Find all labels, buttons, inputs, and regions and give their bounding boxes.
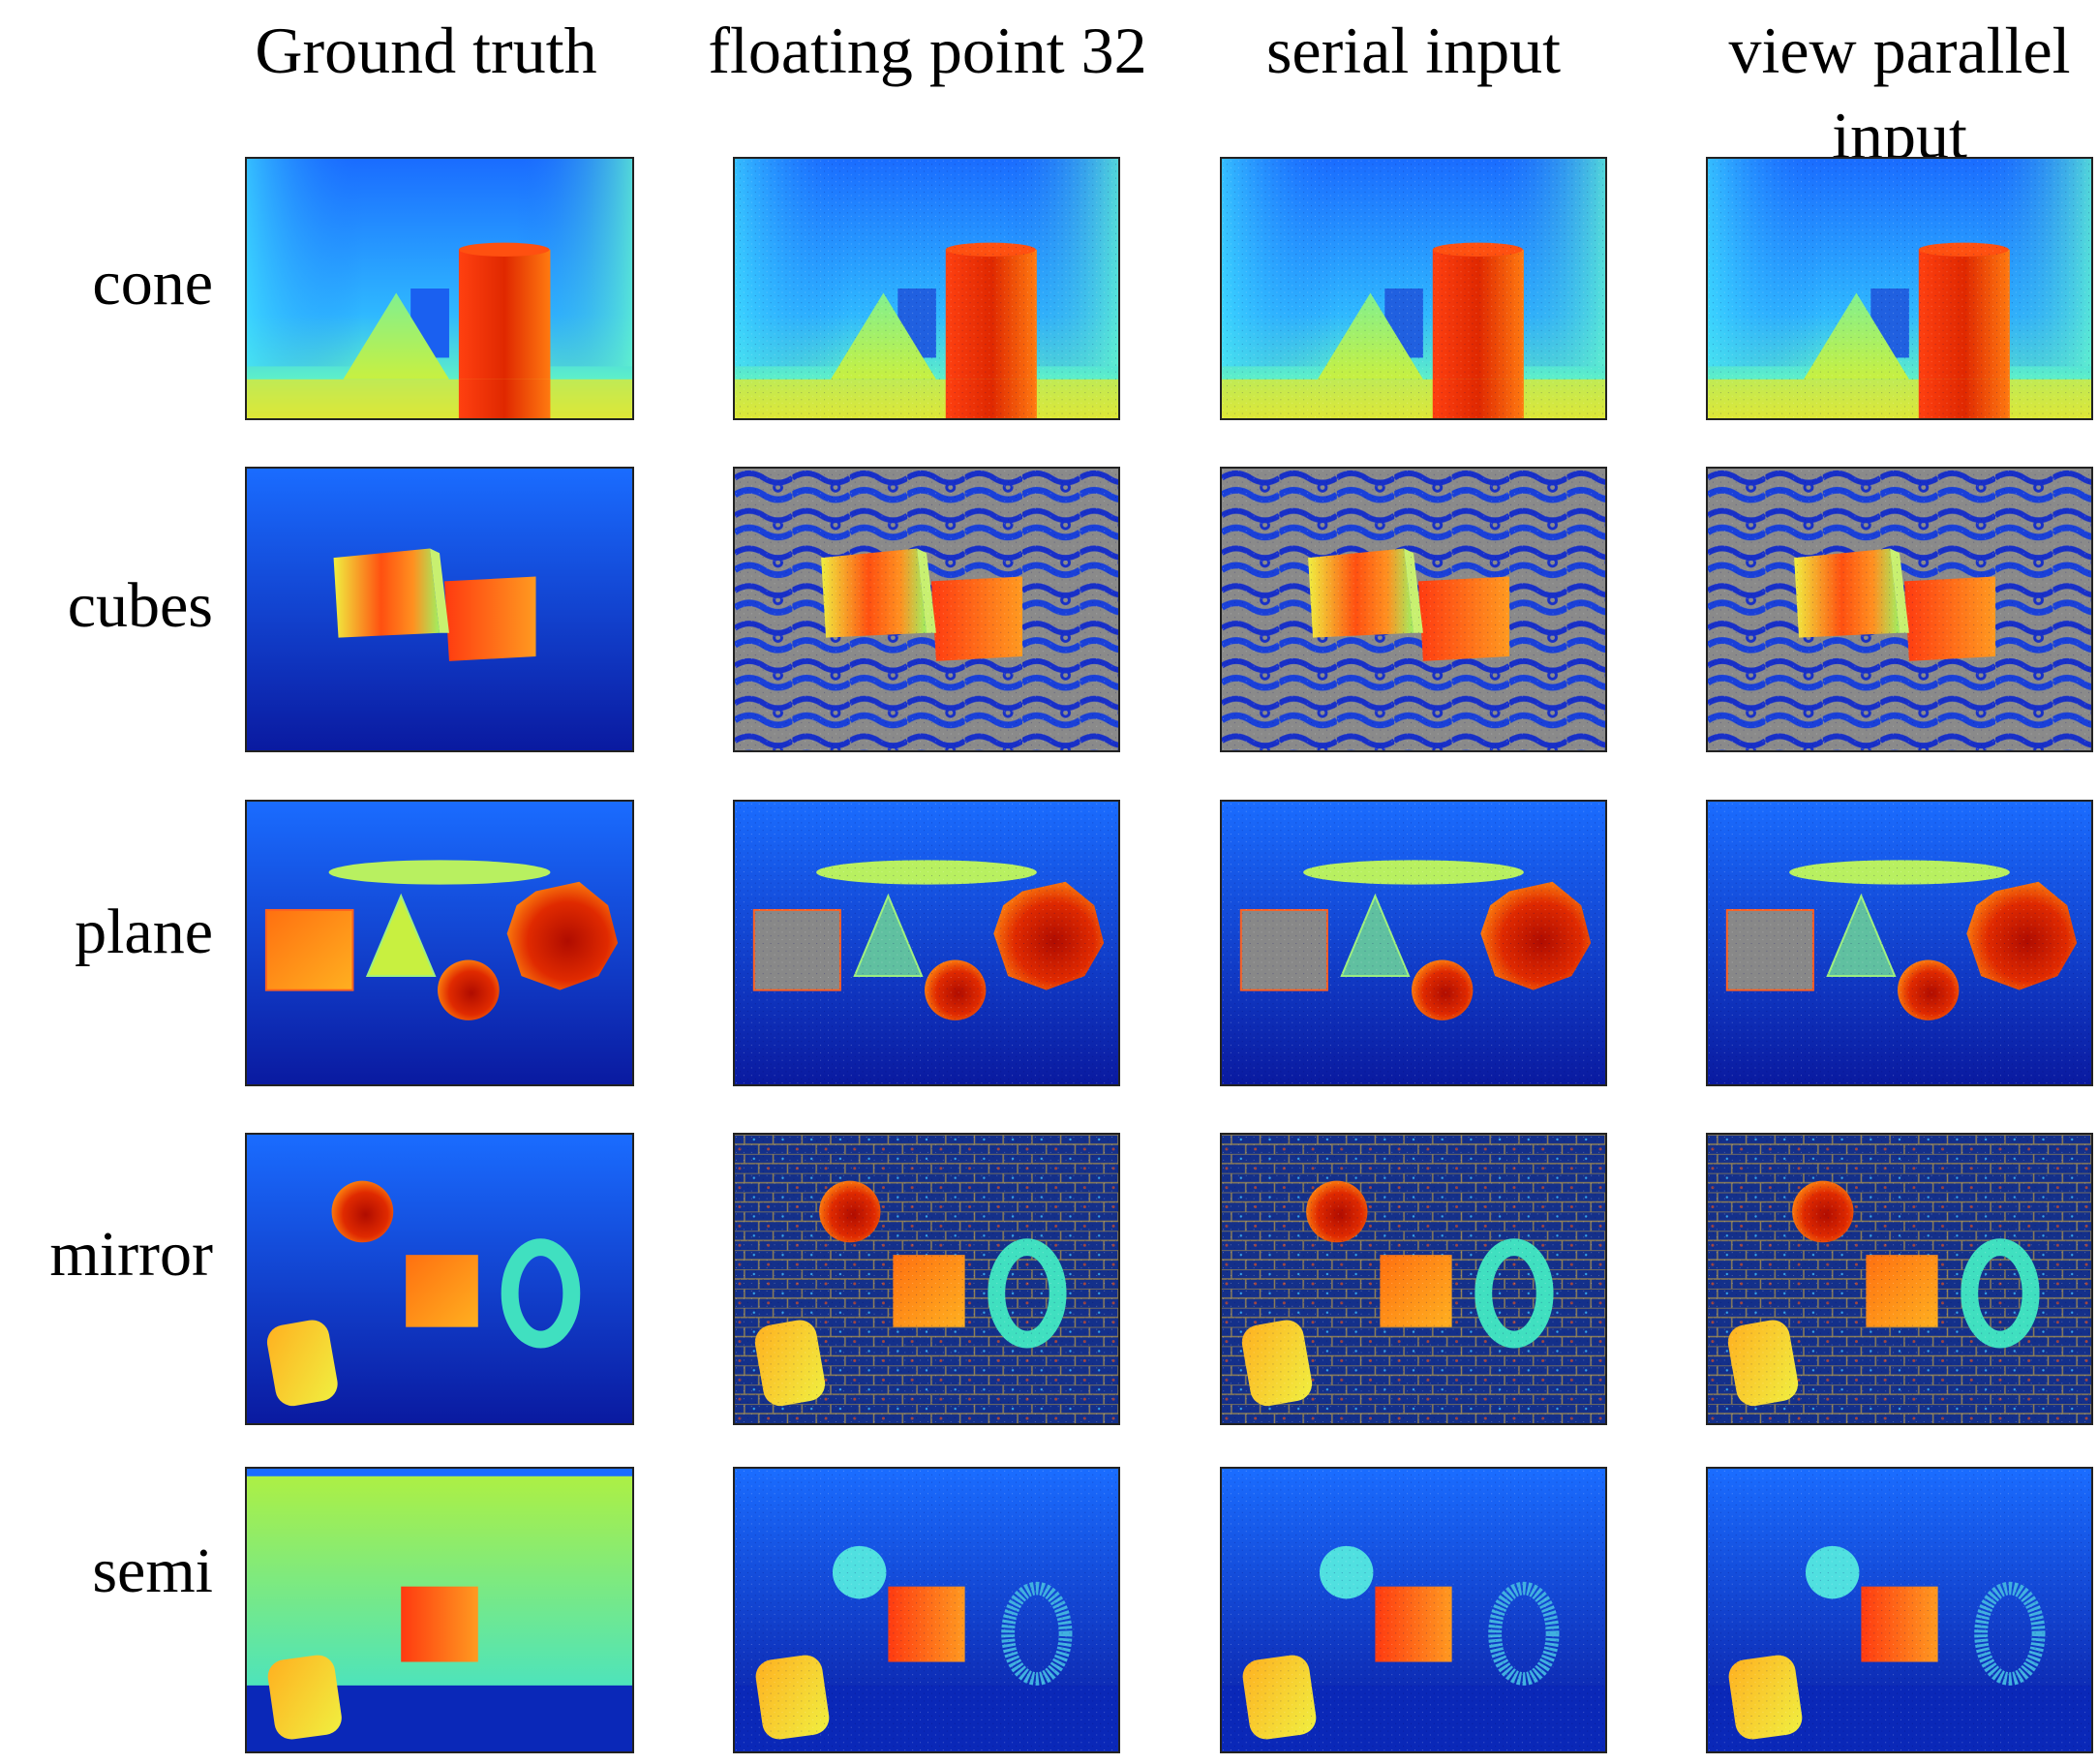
tile-cone-col3 bbox=[1706, 157, 2093, 420]
tile-cubes-col0 bbox=[245, 467, 634, 752]
tile-cone-col0 bbox=[245, 157, 634, 420]
tile-plane-col0 bbox=[245, 800, 634, 1086]
row-label-mirror: mirror bbox=[49, 1219, 213, 1290]
tile-mirror-col2 bbox=[1220, 1133, 1607, 1425]
tile-mirror-col3 bbox=[1706, 1133, 2093, 1425]
tile-semi-col2 bbox=[1220, 1467, 1607, 1753]
tile-cubes-col3 bbox=[1706, 467, 2093, 752]
tile-mirror-col0 bbox=[245, 1133, 634, 1425]
tile-mirror-col1 bbox=[733, 1133, 1120, 1425]
tile-cubes-col1 bbox=[733, 467, 1120, 752]
column-header-ground-truth: Ground truth bbox=[255, 14, 597, 87]
tile-cubes-col2 bbox=[1220, 467, 1607, 752]
tile-cone-col1 bbox=[733, 157, 1120, 420]
tile-semi-col1 bbox=[733, 1467, 1120, 1753]
tile-plane-col3 bbox=[1706, 800, 2093, 1086]
row-label-plane: plane bbox=[75, 897, 213, 967]
row-label-cubes: cubes bbox=[67, 570, 213, 641]
tile-cone-col2 bbox=[1220, 157, 1607, 420]
tile-semi-col3 bbox=[1706, 1467, 2093, 1753]
tile-semi-col0 bbox=[245, 1467, 634, 1753]
row-label-cone: cone bbox=[92, 248, 213, 319]
column-header-view-parallel: view parallel input bbox=[1728, 14, 2071, 172]
column-header-serial: serial input bbox=[1265, 14, 1562, 87]
row-label-semi: semi bbox=[92, 1536, 213, 1606]
column-header-fp32: floating point 32 bbox=[708, 14, 1147, 87]
tile-plane-col1 bbox=[733, 800, 1120, 1086]
tile-plane-col2 bbox=[1220, 800, 1607, 1086]
